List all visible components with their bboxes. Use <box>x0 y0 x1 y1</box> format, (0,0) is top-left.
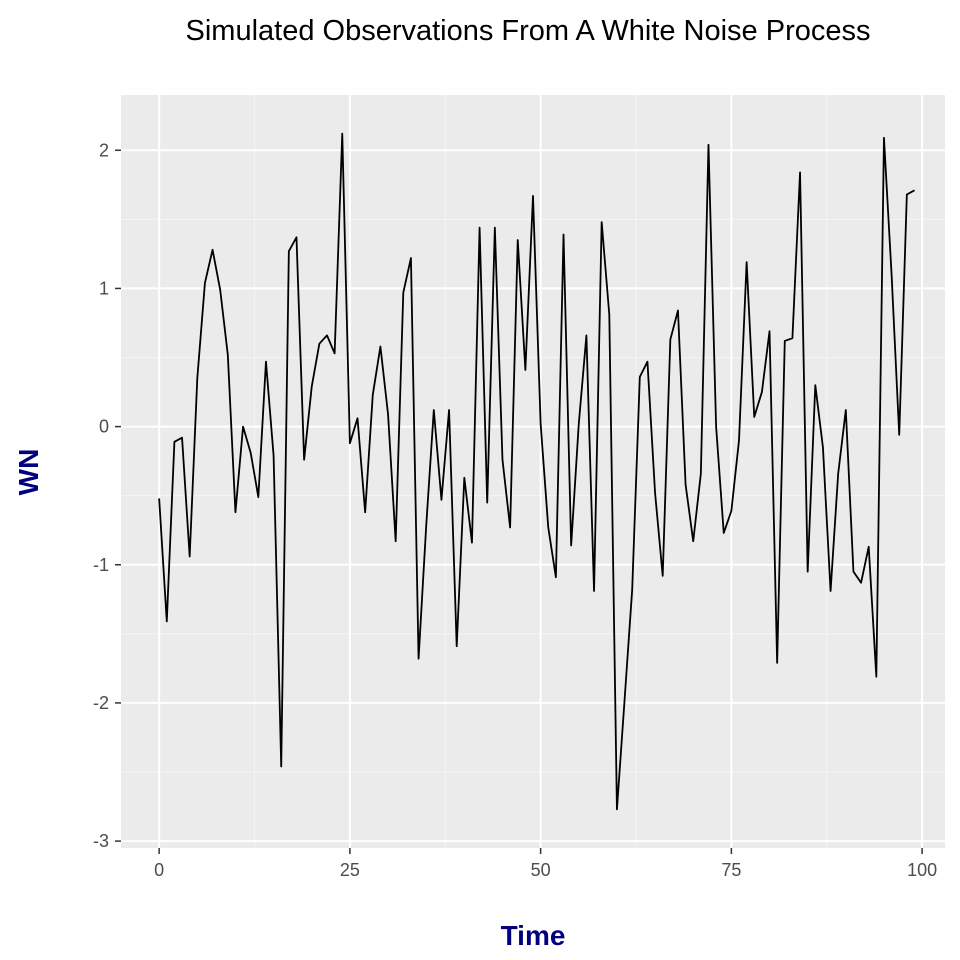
series-line <box>158 132 915 811</box>
x-tick-label: 25 <box>340 860 360 880</box>
series-layer <box>158 132 915 811</box>
y-tick-label: 0 <box>99 417 109 437</box>
y-tick-label: 1 <box>99 278 109 298</box>
axis-ticks <box>115 149 923 854</box>
y-tick-label: -3 <box>93 831 109 851</box>
x-axis-title: Time <box>501 920 566 951</box>
chart-title: Simulated Observations From A White Nois… <box>186 15 871 47</box>
x-tick-label: 100 <box>907 860 937 880</box>
major-gridlines <box>121 95 945 848</box>
y-axis-tick-labels: 2 1 0 -1 -2 -3 <box>93 140 109 851</box>
x-tick-label: 50 <box>531 860 551 880</box>
x-tick-label: 0 <box>154 860 164 880</box>
x-axis-tick-labels: 0 25 50 75 100 <box>154 860 937 880</box>
y-tick-label: -2 <box>93 693 109 713</box>
x-tick-label: 75 <box>721 860 741 880</box>
y-tick-label: 2 <box>99 140 109 160</box>
y-tick-label: -1 <box>93 555 109 575</box>
y-axis-title: WN <box>13 449 44 496</box>
